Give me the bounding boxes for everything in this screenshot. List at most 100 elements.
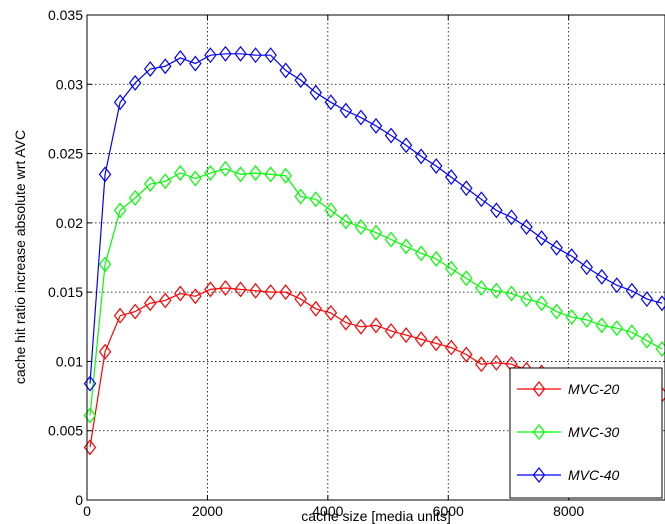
data-point — [279, 167, 292, 184]
data-point — [159, 173, 172, 190]
data-point — [369, 224, 383, 241]
data-point — [414, 245, 428, 262]
series-line — [89, 53, 663, 384]
data-point — [429, 158, 443, 175]
data-point — [189, 55, 202, 72]
data-point — [505, 285, 518, 302]
data-point — [354, 219, 368, 235]
data-point — [490, 282, 503, 299]
data-point — [234, 45, 247, 62]
data-point — [535, 230, 548, 247]
data-point — [98, 256, 112, 273]
data-point — [128, 74, 142, 91]
x-tick-label: 4000 — [312, 503, 343, 519]
series-mvc-40 — [83, 45, 665, 392]
y-tick-label: 0.005 — [48, 423, 83, 439]
data-point — [655, 295, 665, 312]
data-point — [143, 61, 157, 78]
data-point — [219, 280, 232, 296]
legend-marker — [532, 381, 546, 397]
data-point — [520, 291, 533, 308]
y-tick-label: 0.025 — [48, 146, 83, 162]
data-point — [113, 202, 127, 219]
data-point — [460, 346, 473, 363]
data-point — [414, 148, 428, 165]
data-point — [219, 45, 232, 62]
legend-entry-mvc-30: MVC-30 — [517, 424, 620, 440]
data-point — [204, 47, 217, 64]
data-point — [264, 47, 277, 64]
data-point — [354, 318, 368, 335]
data-point — [143, 176, 157, 193]
data-point — [384, 322, 398, 339]
legend-box — [509, 367, 663, 499]
data-point — [475, 356, 488, 373]
legend-marker — [532, 424, 546, 440]
data-point — [249, 47, 262, 64]
data-point — [384, 231, 398, 248]
data-point — [128, 303, 142, 320]
data-point — [444, 260, 458, 277]
y-tick-label: 0.02 — [56, 215, 83, 231]
data-point — [429, 335, 443, 352]
data-point — [399, 137, 413, 154]
data-point — [324, 304, 338, 321]
data-point — [159, 58, 172, 75]
data-point — [339, 314, 353, 331]
data-point — [309, 191, 323, 208]
data-point — [399, 327, 413, 344]
data-point — [189, 170, 202, 187]
series-mvc-30 — [83, 160, 665, 424]
data-point — [490, 354, 503, 371]
legend-marker — [532, 467, 546, 483]
data-point — [309, 300, 323, 317]
data-point — [444, 339, 458, 356]
data-point — [264, 166, 277, 183]
data-point — [595, 268, 609, 285]
data-point — [565, 248, 578, 265]
data-point — [113, 94, 127, 111]
axis-ticks: 0 2000 4000 6000 8000 0 0.005 0.01 0.015 0.02 0.02… — [48, 7, 584, 519]
data-point — [83, 439, 97, 456]
data-point — [625, 282, 639, 299]
data-point — [189, 288, 202, 305]
data-point — [520, 219, 533, 235]
plot-frame — [86, 14, 665, 501]
data-point — [490, 202, 503, 219]
data-point — [640, 332, 654, 349]
data-point — [294, 72, 308, 89]
y-tick-label: 0.035 — [48, 7, 83, 23]
legend-label: MVC-40 — [568, 467, 620, 483]
data-point — [595, 317, 609, 334]
data-point — [460, 180, 473, 197]
legend-entry-mvc-40: MVC-40 — [517, 467, 620, 483]
data-point — [610, 277, 624, 294]
data-point — [174, 285, 187, 302]
data-point — [399, 238, 413, 255]
legend: MVC-20 MVC-30 MVC-40 — [509, 367, 663, 499]
data-point — [414, 331, 428, 348]
data-point — [249, 282, 262, 299]
data-point — [279, 284, 292, 301]
data-point — [475, 280, 488, 296]
data-point — [98, 166, 112, 183]
data-point — [505, 209, 518, 226]
data-point — [143, 295, 157, 312]
data-point — [369, 317, 383, 334]
data-point — [98, 343, 112, 360]
y-tick-label: 0.015 — [48, 284, 83, 300]
x-tick-label: 0 — [83, 503, 91, 519]
data-point — [234, 281, 247, 298]
x-tick-label: 6000 — [433, 503, 464, 519]
data-point — [309, 84, 323, 101]
data-point — [580, 311, 593, 328]
data-point — [279, 62, 292, 79]
data-point — [460, 270, 473, 287]
data-point — [294, 188, 308, 205]
data-point — [655, 340, 665, 357]
data-point — [339, 213, 353, 230]
data-point — [128, 189, 142, 206]
data-point — [159, 292, 172, 309]
data-point — [83, 375, 97, 392]
data-point — [354, 109, 368, 126]
